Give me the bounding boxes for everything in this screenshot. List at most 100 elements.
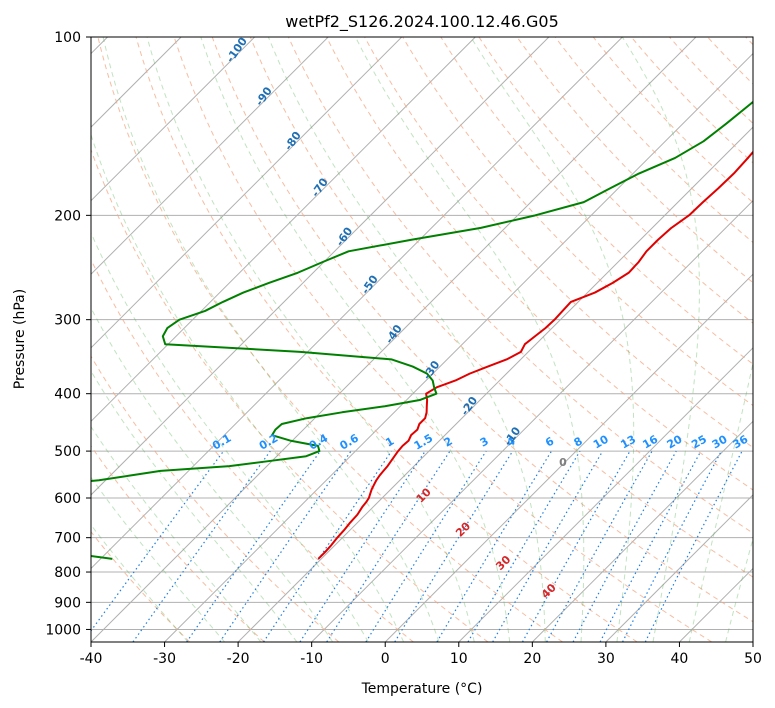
dry-adiabat-line	[249, 37, 753, 578]
y-tick-label: 800	[54, 565, 81, 581]
dry-adiabat-label: -10	[501, 424, 523, 448]
moist-adiabat-line	[725, 537, 753, 642]
isotherm-line	[91, 37, 403, 349]
moist-adiabat-label: 20	[453, 519, 473, 539]
moist-adiabat-line	[200, 37, 511, 642]
dry-adiabat-line	[287, 37, 753, 534]
mixing-ratio-line	[599, 450, 702, 642]
mixing-ratio-line	[299, 450, 426, 642]
dry-adiabat-label: -30	[420, 358, 442, 382]
y-tick-label: 300	[54, 313, 81, 329]
dry-adiabat-line	[707, 37, 753, 85]
x-tick-label: -40	[80, 651, 103, 667]
mixing-ratio-label: 13	[618, 433, 638, 452]
moist-adiabat-line	[621, 37, 700, 642]
mixing-ratio-line	[263, 450, 393, 642]
dry-adiabat-line	[630, 37, 753, 164]
x-tick-label: 30	[597, 651, 615, 667]
moist-adiabat-line	[688, 360, 753, 642]
lcl-label: 0	[559, 456, 567, 469]
dry-adiabat-line	[211, 37, 753, 623]
mixing-ratio-label: 0.2	[257, 432, 280, 453]
y-tick-label: 200	[54, 208, 81, 224]
mixing-ratio-line	[521, 450, 631, 642]
isotherm-line	[91, 37, 697, 642]
mixing-ratio-line	[436, 450, 553, 642]
dry-adiabat-line	[326, 37, 753, 491]
y-tick-label: 1000	[45, 622, 81, 638]
isotherm-line	[531, 420, 753, 642]
isotherm-line	[679, 567, 753, 642]
dry-adiabat-line	[402, 37, 753, 407]
x-tick-label: -30	[153, 651, 176, 667]
mixing-ratio-line	[467, 450, 581, 642]
chart-title: wetPf2_S126.2024.100.12.46.G05	[285, 12, 559, 32]
dry-adiabat-label: -20	[458, 394, 480, 418]
x-tick-label: 10	[450, 651, 468, 667]
isotherm-line	[458, 347, 753, 642]
isotherm-line	[237, 126, 753, 642]
isotherm-line	[605, 494, 753, 642]
mixing-ratio-label: 8	[572, 435, 585, 450]
moist-adiabat-line	[91, 476, 226, 642]
moist-adiabat-line	[470, 37, 635, 642]
dry-adiabat-line	[554, 37, 753, 244]
dewpoint-line	[91, 100, 753, 560]
moist-adiabat-line	[91, 370, 298, 642]
moist-adiabat-line	[91, 133, 405, 642]
dry-adiabat-label: -60	[333, 225, 355, 249]
moist-adiabat-line	[102, 37, 440, 642]
mixing-ratio-label: 3	[478, 435, 491, 450]
isotherm-line	[752, 641, 753, 642]
gridlines	[91, 36, 753, 630]
dry-adiabat-line	[91, 355, 340, 642]
y-axis-title: Pressure (hPa)	[12, 289, 28, 389]
moist-adiabat-line	[355, 37, 585, 642]
mixing-ratio-label: 1	[383, 435, 396, 450]
mixing-ratio-label: 0.1	[210, 432, 233, 453]
isotherm-line	[91, 37, 623, 570]
isotherm-line	[91, 37, 476, 423]
profiles	[91, 100, 753, 560]
mixing-ratio-label: 10	[591, 432, 611, 451]
dry-adiabat-line	[91, 445, 265, 642]
moist-adiabat-label: 10	[414, 485, 434, 505]
dry-adiabat-line	[97, 37, 563, 642]
isotherm-line	[91, 37, 256, 202]
y-tick-label: 600	[54, 491, 81, 507]
mixing-ratio-line	[219, 450, 352, 642]
y-tick-label: 900	[54, 595, 81, 611]
mixing-ratio-line	[394, 450, 514, 642]
mixing-ratio-label: 20	[665, 432, 685, 451]
dry-adiabat-line	[135, 37, 638, 642]
dry-adiabat-label: -70	[309, 176, 331, 200]
reference-labels: 0.1 0.2 0.4 0.6 1 1.5 2 3 4 6 8 10 13 16 20 25 30 36-100-…	[210, 37, 750, 601]
moist-adiabat-line	[146, 37, 475, 642]
mixing-ratio-label: 30	[710, 432, 730, 451]
y-tick-label: 700	[54, 531, 81, 547]
mixing-ratio-label: 25	[689, 433, 709, 452]
plot-frame	[90, 36, 754, 643]
dry-adiabat-line	[91, 530, 191, 642]
mixing-ratio-line	[132, 450, 271, 642]
y-tick-label: 100	[54, 30, 81, 46]
mixing-ratio-label: 6	[543, 434, 556, 449]
mixing-ratio-label: 1.5	[412, 432, 435, 453]
mixing-ratio-line	[186, 450, 321, 642]
mixing-ratio-line	[572, 450, 677, 642]
isotherm-line	[164, 52, 753, 642]
y-tick-label: 400	[54, 387, 81, 403]
moist-adiabat-line	[267, 37, 546, 642]
y-tick-label: 500	[54, 444, 81, 460]
reference-lines	[91, 37, 753, 642]
dry-adiabat-label: -80	[282, 129, 304, 153]
isotherm-line	[311, 199, 753, 642]
dry-adiabat-line	[478, 37, 753, 324]
dry-adiabat-label: -50	[359, 273, 381, 297]
moist-adiabat-line	[91, 425, 262, 642]
isotherm-line	[91, 37, 550, 496]
dry-adiabat-label: -40	[383, 322, 405, 346]
x-tick-label: 0	[381, 651, 390, 667]
mixing-ratio-line	[365, 450, 487, 642]
